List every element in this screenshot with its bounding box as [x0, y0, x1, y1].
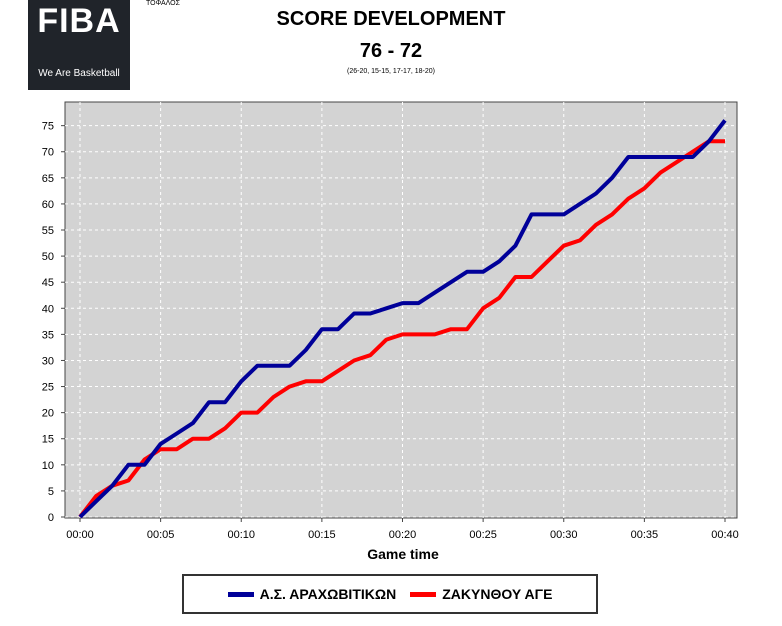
x-tick-label: 00:05: [147, 529, 175, 541]
logo-tagline: We Are Basketball: [38, 68, 120, 79]
grid-lines: [65, 102, 737, 518]
x-axis-label: Game time: [367, 546, 439, 562]
y-tick-label: 0: [48, 512, 54, 524]
y-tick-label: 20: [42, 408, 54, 420]
y-axis: 0 5 10 15 20 25 30 35 40 45 50 55 60 65 70 75: [42, 121, 65, 524]
legend-swatch-team-a: [227, 591, 254, 597]
y-tick-label: 30: [42, 355, 54, 367]
y-tick-label: 15: [42, 434, 54, 446]
legend-swatch-team-b: [410, 591, 437, 597]
x-tick-label: 00:10: [227, 529, 255, 541]
x-tick-label: 00:25: [469, 529, 497, 541]
x-tick-label: 00:35: [631, 529, 659, 541]
period-scores: (26-20, 15-15, 17-17, 18-20): [347, 68, 435, 75]
series-line-1: [78, 139, 725, 519]
y-tick-label: 65: [42, 173, 54, 185]
x-tick-label: 00:15: [308, 529, 336, 541]
series-lines: [78, 119, 727, 519]
plot-area: [64, 101, 738, 519]
series-line-0: [78, 119, 727, 519]
x-tick-label: 00:30: [550, 529, 578, 541]
y-tick-label: 70: [42, 147, 54, 159]
legend-item-team-a: Α.Σ. ΑΡΑΧΩΒΙΤΙΚΩΝ: [227, 586, 397, 602]
y-tick-label: 25: [42, 382, 54, 394]
y-tick-label: 50: [42, 251, 54, 263]
x-axis: 00:00 00:05 00:10 00:15 00:20 00:25 00:30 00:35…: [66, 518, 739, 541]
y-tick-label: 55: [42, 225, 54, 237]
legend-label-team-b: ΖΑΚΥΝΘΟΥ ΑΓΕ: [442, 586, 553, 602]
y-tick-label: 35: [42, 329, 54, 341]
final-score: 76 - 72: [359, 40, 423, 62]
legend: Α.Σ. ΑΡΑΧΩΒΙΤΙΚΩΝ ΖΑΚΥΝΘΟΥ ΑΓΕ: [182, 574, 598, 614]
y-tick-label: 10: [42, 460, 54, 472]
legend-item-team-b: ΖΑΚΥΝΘΟΥ ΑΓΕ: [410, 586, 552, 602]
x-tick-label: 00:20: [389, 529, 417, 541]
chart-title: SCORE DEVELOPMENT: [276, 8, 506, 30]
y-tick-label: 75: [42, 121, 54, 133]
y-tick-label: 45: [42, 277, 54, 289]
y-tick-label: 60: [42, 199, 54, 211]
fiba-logo: FIBA We Are Basketball: [28, 0, 130, 90]
legend-label-team-a: Α.Σ. ΑΡΑΧΩΒΙΤΙΚΩΝ: [259, 586, 397, 602]
top-note: ΤΟΦΑΛΟΣ: [146, 0, 180, 7]
logo-wordmark: FIBA: [37, 2, 121, 40]
x-tick-label: 00:00: [66, 529, 94, 541]
y-tick-label: 5: [48, 486, 54, 498]
y-tick-label: 40: [42, 303, 54, 315]
x-tick-label: 00:40: [711, 529, 739, 541]
